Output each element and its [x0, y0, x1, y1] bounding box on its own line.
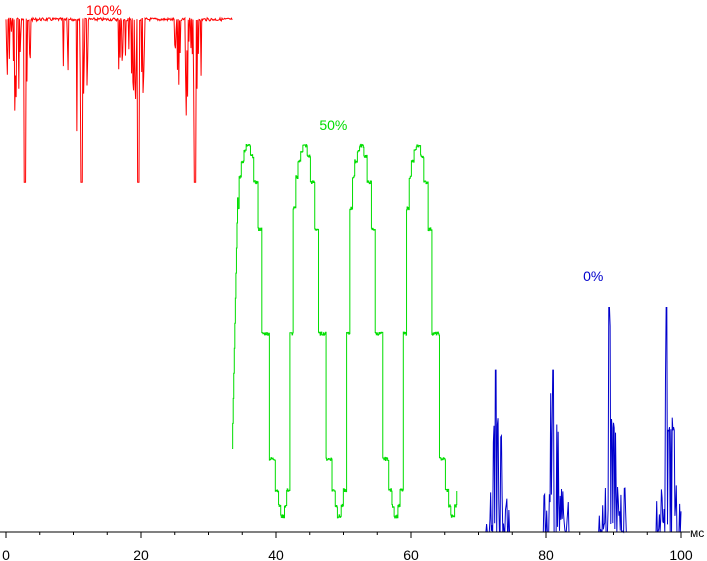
- x-tick-label: 40: [268, 547, 284, 561]
- x-tick-label: 0: [2, 547, 10, 561]
- series-line-0: [456, 307, 682, 534]
- x-tick-label: 80: [538, 547, 554, 561]
- series-label: 100%: [86, 2, 122, 18]
- series-line-100: [5, 16, 233, 183]
- series-label: 50%: [319, 117, 347, 133]
- x-tick-label: 100: [669, 547, 693, 561]
- series-layer: [5, 16, 682, 534]
- x-tick-label: 20: [133, 547, 149, 561]
- series-labels: 100% 50% 0%: [86, 2, 603, 284]
- series-label: 0%: [583, 268, 603, 284]
- x-tick-label: 60: [403, 547, 419, 561]
- x-axis-unit: мс: [690, 526, 704, 540]
- series-line-50: [232, 143, 458, 519]
- x-axis: 0 20 40 60 80 100 мс: [0, 526, 704, 561]
